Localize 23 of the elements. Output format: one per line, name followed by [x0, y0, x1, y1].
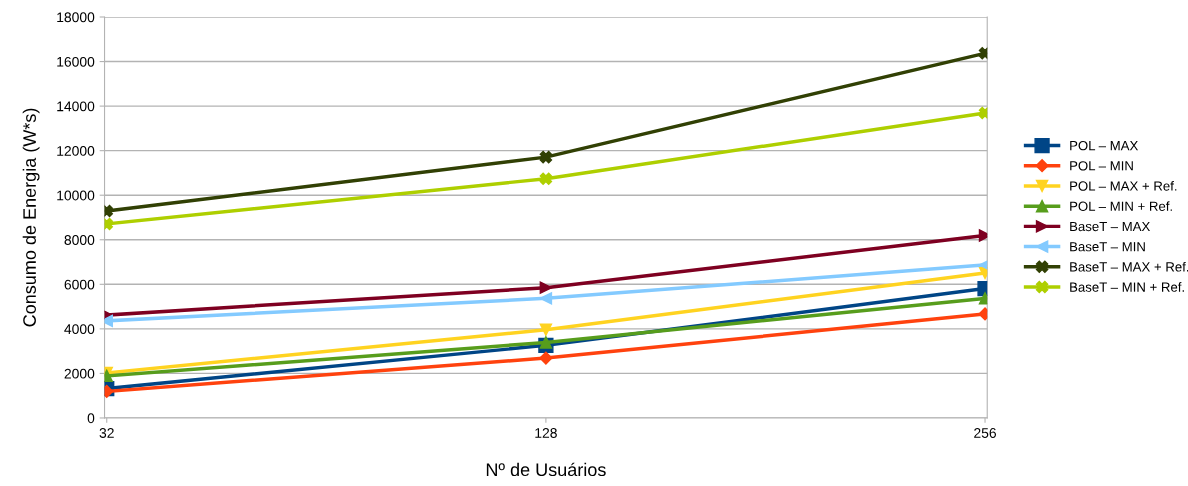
y-tick-label: 12000: [57, 145, 95, 156]
y-tick-label: 6000: [64, 279, 95, 290]
y-axis-title: Consumo de Energia (W*s): [22, 108, 40, 327]
y-tick-label: 18000: [57, 12, 95, 23]
x-axis-title: Nº de Usuários: [486, 462, 606, 477]
legend-label: POL – MAX: [1070, 140, 1139, 151]
x-tick-label: 32: [99, 428, 114, 438]
y-tick-label: 4000: [64, 324, 95, 335]
legend-label: POL – MAX + Ref.: [1070, 181, 1177, 191]
legend-label: BaseT – MAX: [1070, 221, 1151, 232]
y-tick-label: 10000: [57, 190, 95, 201]
legend-label: BaseT – MIN: [1070, 242, 1145, 252]
x-tick-label: 256: [974, 428, 997, 438]
legend-label: POL – MIN + Ref.: [1070, 201, 1172, 211]
legend-label: POL – MIN: [1070, 161, 1133, 171]
legend-label: BaseT – MIN + Ref.: [1070, 282, 1184, 292]
y-tick-label: 2000: [64, 368, 95, 379]
y-tick-label: 16000: [57, 56, 95, 67]
x-tick-label: 128: [535, 428, 557, 438]
y-tick-label: 0: [87, 413, 95, 424]
legend-label: BaseT – MAX + Ref.: [1070, 261, 1188, 272]
y-tick-label: 14000: [57, 101, 95, 112]
y-tick-label: 8000: [64, 235, 95, 245]
